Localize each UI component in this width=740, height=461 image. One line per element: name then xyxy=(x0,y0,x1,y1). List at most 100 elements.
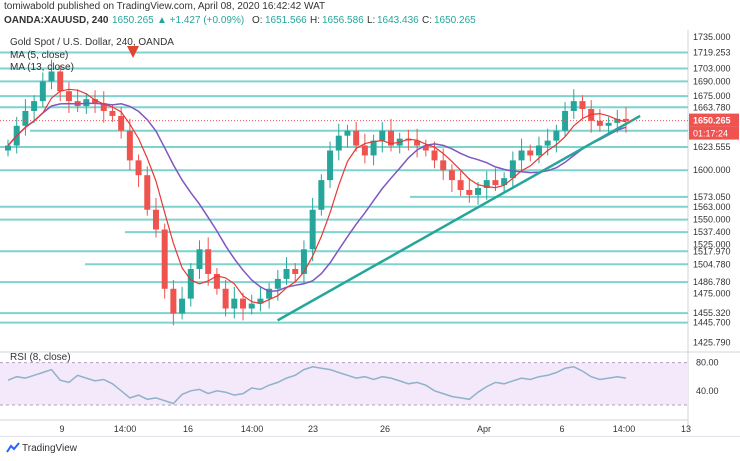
x-tick-label: 14:00 xyxy=(241,424,264,434)
y-tick-label: 1600.000 xyxy=(693,165,731,175)
candle-body xyxy=(240,298,247,309)
candle-body xyxy=(492,180,499,186)
price-change: ▲ +1.427 (+0.09%) xyxy=(157,15,245,26)
candle-body xyxy=(292,269,299,274)
candle-body xyxy=(562,110,569,131)
y-tick-label: 1573.050 xyxy=(693,192,731,202)
candle-body xyxy=(231,298,238,309)
candle-body xyxy=(570,101,577,111)
rsi-tick-label: 80.00 xyxy=(696,358,719,368)
candle-body xyxy=(274,278,281,289)
candle-body xyxy=(144,175,151,210)
candle-body xyxy=(48,71,55,82)
author-line: tomiwabold published on TradingView.com,… xyxy=(4,1,326,12)
y-tick-label: 1517.970 xyxy=(693,246,731,256)
candle-body xyxy=(387,130,394,146)
y-tick-label: 1719.253 xyxy=(693,47,731,57)
ma5-line xyxy=(7,88,627,305)
close-value: 1650.265 xyxy=(434,15,476,26)
x-tick-label: 14:00 xyxy=(613,424,636,434)
candle-body xyxy=(475,188,482,195)
symbol-bar: OANDA:XAUUSD, 240 1650.265 ▲ +1.427 (+0.… xyxy=(0,14,740,28)
ma13-line xyxy=(7,102,627,293)
x-tick-label: 9 xyxy=(59,424,64,434)
price-chart[interactable]: 1735.000 1719.253 1703.000 1690.000 1675.000… xyxy=(0,0,740,436)
y-tick-label: 1703.000 xyxy=(693,64,731,74)
candle-body xyxy=(414,140,421,146)
x-tick-label: 14:00 xyxy=(114,424,137,434)
open-label: O: xyxy=(252,15,263,26)
candle-body xyxy=(335,135,342,151)
x-tick-label: 13 xyxy=(681,424,691,434)
candle-body xyxy=(448,170,455,181)
y-tick-label: 1525.000 xyxy=(693,239,731,249)
candle-body xyxy=(300,249,307,274)
candle-body xyxy=(518,150,525,161)
rsi-line xyxy=(7,366,627,405)
candle-body xyxy=(248,303,255,309)
tradingview-logo-icon xyxy=(6,442,20,453)
candle-body xyxy=(327,150,334,181)
x-tick-label: Apr xyxy=(477,424,491,434)
trendline xyxy=(276,114,641,322)
candle-body xyxy=(535,145,542,156)
candle-body xyxy=(509,160,516,179)
countdown-tag xyxy=(689,126,739,140)
open-value: 1651.566 xyxy=(265,15,307,26)
candle-body xyxy=(109,110,116,116)
high-value: 1656.586 xyxy=(322,15,364,26)
candle-body xyxy=(31,101,38,111)
candle-body xyxy=(135,160,142,176)
x-tick-label: 23 xyxy=(308,424,318,434)
candle-body xyxy=(370,140,377,156)
low-label: L: xyxy=(367,15,376,26)
rsi-tick-label: 40.00 xyxy=(696,386,719,396)
y-tick-label: 1663.780 xyxy=(693,102,731,112)
candle-body xyxy=(283,269,290,279)
candle-body xyxy=(318,180,325,210)
candle-body xyxy=(431,150,438,161)
y-tick-label: 1675.000 xyxy=(693,91,731,101)
y-tick-label: 1690.000 xyxy=(693,76,731,86)
candle-body xyxy=(379,130,386,141)
y-tick-label: 1735.000 xyxy=(693,32,731,42)
x-tick-label: 16 xyxy=(183,424,193,434)
candle-body xyxy=(118,115,125,131)
candle-body xyxy=(623,118,629,121)
candle-body xyxy=(353,130,360,146)
y-tick-label: 1563.000 xyxy=(693,202,731,212)
close-label: C: xyxy=(422,15,432,26)
candle-body xyxy=(361,145,368,156)
candle-body xyxy=(179,298,186,314)
rsi-band xyxy=(0,362,688,405)
y-tick-label: 1486.780 xyxy=(693,277,731,287)
candle-body xyxy=(39,81,46,102)
candle-body xyxy=(596,120,603,126)
candle-body xyxy=(309,209,316,250)
candle-body xyxy=(161,229,168,289)
candle-body xyxy=(126,130,133,161)
y-tick-label: 1445.700 xyxy=(693,318,731,328)
candle-body xyxy=(614,118,621,123)
candle-body xyxy=(222,288,229,309)
high-label: H: xyxy=(310,15,320,26)
countdown-label: 01:17:24 xyxy=(693,129,728,139)
candle-body xyxy=(553,130,560,141)
brand-label[interactable]: TradingView xyxy=(22,443,78,454)
rsi-legend: RSI (8, close) xyxy=(10,352,71,363)
candle-body xyxy=(170,288,177,314)
chart-title: Gold Spot / U.S. Dollar, 240, OANDA xyxy=(10,37,174,48)
last-price: 1650.265 xyxy=(112,15,154,26)
candle-body xyxy=(344,130,351,136)
candle-body xyxy=(22,110,29,126)
current-price-tag xyxy=(689,113,739,127)
current-price-label: 1650.265 xyxy=(693,116,731,126)
publish-bar: tomiwabold published on TradingView.com,… xyxy=(0,0,740,14)
y-tick-label: 1475.000 xyxy=(693,289,731,299)
candle-body xyxy=(5,145,11,151)
candle-body xyxy=(213,273,220,289)
low-value: 1643.436 xyxy=(377,15,419,26)
candle-body xyxy=(57,71,64,92)
candle-body xyxy=(501,178,508,186)
candle-body xyxy=(483,180,490,189)
